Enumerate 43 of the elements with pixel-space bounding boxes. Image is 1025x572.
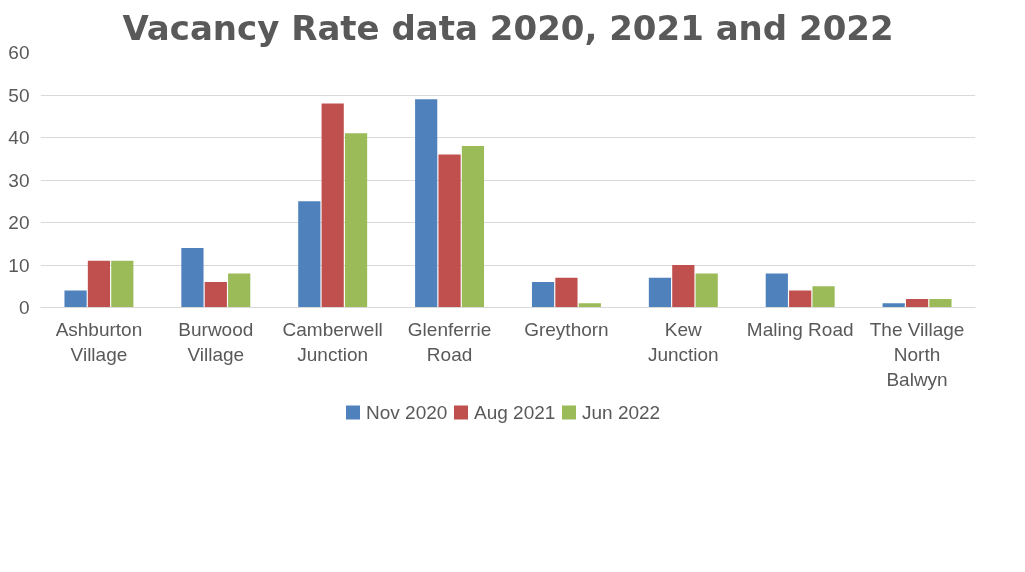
bar [812, 286, 835, 308]
bar [555, 277, 578, 308]
bar [415, 99, 438, 308]
x-tick-label: Camberwell Junction [282, 318, 383, 365]
legend-label: Nov 2020 [366, 402, 448, 423]
bar [531, 282, 555, 308]
bar [929, 299, 952, 308]
bar [111, 260, 134, 308]
bar [87, 260, 111, 308]
bar [181, 248, 204, 308]
bar [228, 273, 251, 308]
x-tick-label: The Village North Balwyn [869, 318, 965, 390]
x-tick-label: Greythorn [524, 318, 609, 340]
y-tick-label: 20 [8, 212, 30, 233]
bar [344, 133, 368, 308]
bar [204, 282, 227, 308]
x-tick-label: Maling Road [746, 318, 854, 340]
y-tick-label: 60 [8, 42, 30, 63]
bar [321, 103, 344, 308]
legend-label: Jun 2022 [582, 402, 661, 423]
chart-title: Vacancy Rate data 2020, 2021 and 2022 [122, 7, 894, 48]
x-tick-label: Glenferrie Road [407, 318, 492, 365]
bar [695, 273, 718, 308]
y-tick-label: 10 [8, 254, 30, 276]
y-tick-label: 50 [8, 84, 30, 106]
bar [461, 146, 485, 308]
x-tick-label: Kew Junction [647, 318, 719, 365]
y-tick-label: 40 [8, 127, 30, 148]
x-tick-label: Burwood Village [178, 318, 254, 365]
bar [64, 290, 87, 308]
legend-label: Aug 2021 [474, 402, 556, 423]
bar [298, 201, 321, 308]
y-tick-label: 30 [8, 169, 30, 191]
bar [789, 290, 812, 308]
bar [578, 303, 601, 308]
y-tick-label: 0 [18, 297, 30, 318]
bar [905, 299, 929, 308]
bar [882, 303, 905, 308]
x-tick-label: Ashburton Village [55, 318, 143, 365]
bar [648, 277, 672, 308]
bar [672, 265, 695, 308]
bar [438, 154, 461, 308]
bar [765, 273, 788, 308]
